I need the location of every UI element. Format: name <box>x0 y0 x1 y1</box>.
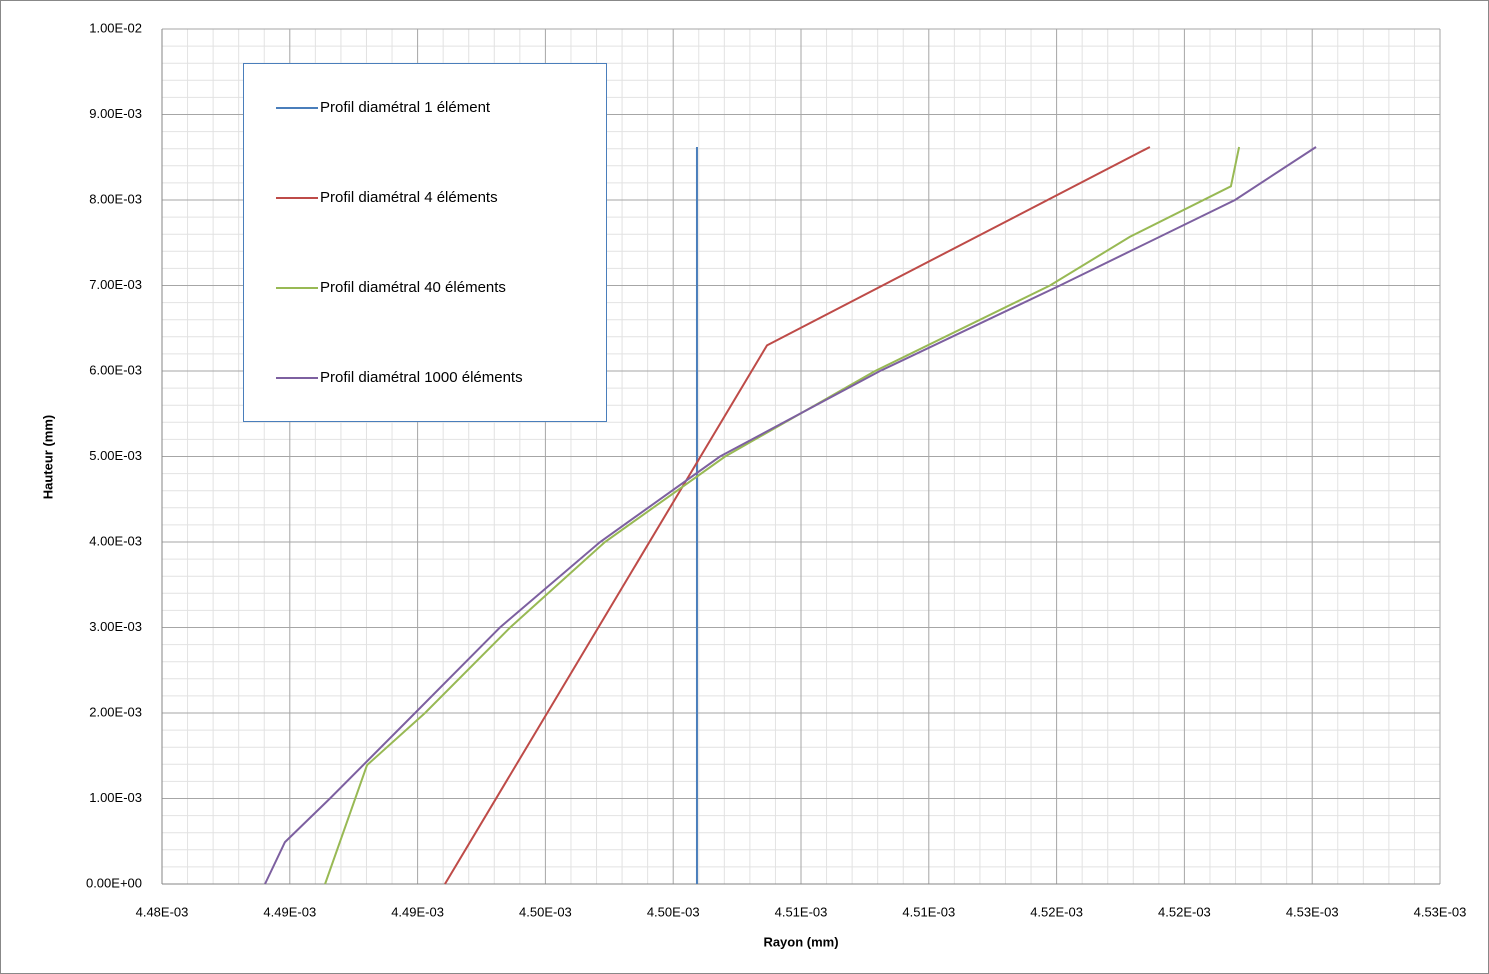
legend-label: Profil diamétral 1000 éléments <box>320 369 523 386</box>
y-tick-label: 0.00E+00 <box>86 875 142 890</box>
x-tick-label: 4.52E-03 <box>1030 904 1083 919</box>
x-tick-label: 4.51E-03 <box>902 904 955 919</box>
y-tick-label: 5.00E-03 <box>89 448 142 463</box>
y-axis-title: Hauteur (mm) <box>40 415 55 500</box>
legend-box <box>243 63 607 422</box>
x-tick-label: 4.49E-03 <box>263 904 316 919</box>
legend-label: Profil diamétral 1 élément <box>320 99 491 116</box>
y-tick-label: 1.00E-02 <box>89 20 142 35</box>
y-tick-label: 9.00E-03 <box>89 106 142 121</box>
legend-label: Profil diamétral 4 éléments <box>320 189 498 206</box>
series-line <box>324 146 1241 885</box>
y-tick-label: 2.00E-03 <box>89 704 142 719</box>
series-line <box>264 146 1317 885</box>
x-tick-label: 4.49E-03 <box>391 904 444 919</box>
y-tick-label: 8.00E-03 <box>89 191 142 206</box>
x-tick-label: 4.53E-03 <box>1414 904 1467 919</box>
x-tick-label: 4.52E-03 <box>1158 904 1211 919</box>
y-tick-label: 4.00E-03 <box>89 533 142 548</box>
y-tick-label: 6.00E-03 <box>89 362 142 377</box>
x-tick-label: 4.53E-03 <box>1286 904 1339 919</box>
x-tick-label: 4.48E-03 <box>136 904 189 919</box>
y-tick-label: 1.00E-03 <box>89 790 142 805</box>
series-line <box>444 146 1151 885</box>
y-tick-label: 3.00E-03 <box>89 619 142 634</box>
y-tick-label: 7.00E-03 <box>89 277 142 292</box>
x-tick-label: 4.50E-03 <box>519 904 572 919</box>
x-tick-label: 4.50E-03 <box>647 904 700 919</box>
x-axis-title: Rayon (mm) <box>763 934 838 949</box>
x-tick-label: 4.51E-03 <box>775 904 828 919</box>
legend-label: Profil diamétral 40 éléments <box>320 279 506 296</box>
